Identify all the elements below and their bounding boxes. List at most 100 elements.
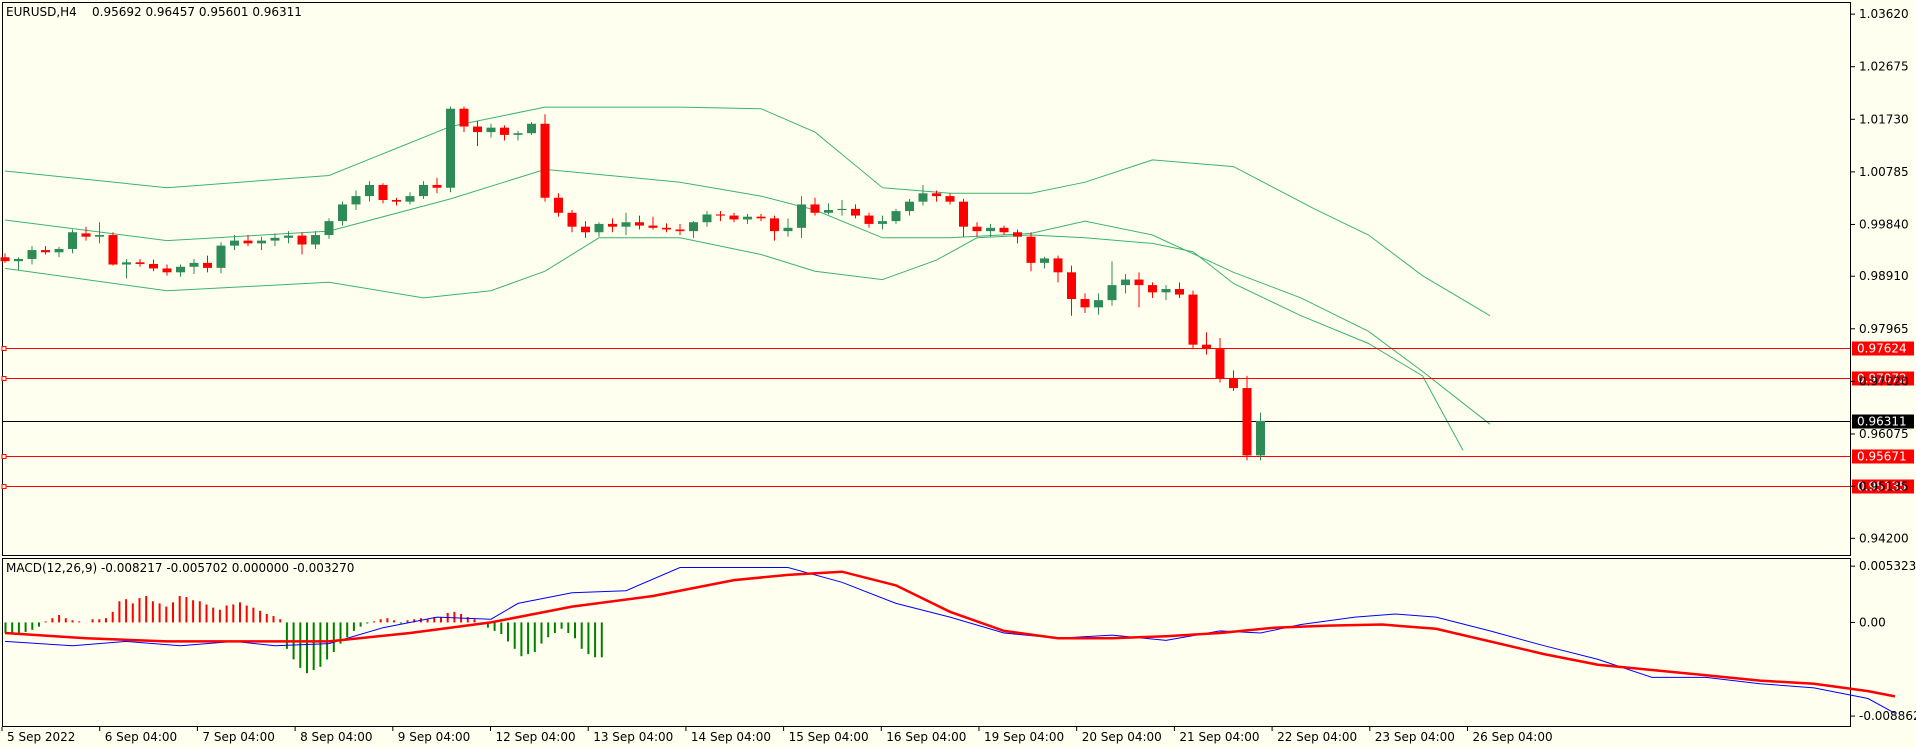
macd-panel[interactable] (2, 558, 1851, 727)
horizontal-levels[interactable]: 0.97624 0.97072 0.95671 0.95135 0.96311 (1, 341, 1914, 494)
candle (135, 258, 145, 267)
level-handle[interactable] (1, 484, 7, 489)
candle (459, 106, 469, 133)
candle-body (729, 215, 739, 220)
candle (1107, 261, 1117, 306)
candle-body (986, 227, 995, 232)
candle (1026, 232, 1036, 272)
level-price-label: 0.97072 (1857, 372, 1907, 386)
level-price-tag (1852, 371, 1914, 386)
candle (594, 222, 604, 237)
bollinger-lower-line (4, 234, 1464, 451)
candle-body (122, 262, 131, 265)
candle-body (1067, 272, 1076, 300)
level-handle[interactable] (1, 454, 7, 459)
candle (770, 215, 779, 241)
candle-body (311, 235, 320, 245)
candle (216, 242, 226, 274)
candle (432, 177, 442, 194)
price-tick-label: 1.03620 (1859, 7, 1909, 21)
candle (797, 196, 806, 238)
candle-body (0, 257, 10, 262)
candle-body (473, 126, 482, 133)
candle (446, 106, 455, 193)
candle (554, 193, 563, 217)
time-tick-label: 16 Sep 04:00 (886, 730, 966, 744)
candle-body (108, 235, 118, 265)
candle-body (608, 223, 617, 227)
candle (527, 122, 536, 135)
candle-body (324, 221, 334, 236)
candle-body (1040, 258, 1049, 263)
level-handle[interactable] (1, 346, 7, 351)
ohlc-readout: 0.95692 0.96457 0.95601 0.96311 (92, 5, 302, 19)
candle (878, 215, 887, 230)
candle-body (783, 227, 793, 232)
candle-body (149, 263, 158, 269)
candle (662, 223, 671, 233)
candle (608, 218, 617, 233)
candle (41, 246, 50, 255)
time-tick-label: 6 Sep 04:00 (105, 730, 177, 744)
candle (14, 257, 23, 271)
candle-body (1148, 285, 1157, 293)
candle (986, 223, 995, 237)
time-tick-label: 9 Sep 04:00 (398, 730, 470, 744)
candle-body (797, 204, 806, 228)
candle-body (459, 108, 469, 127)
candle-body (1229, 378, 1238, 389)
candle (1188, 290, 1198, 350)
candle (702, 211, 712, 227)
candle-body (1121, 279, 1130, 286)
macd-signal-line (4, 570, 1896, 698)
macd-axis: 0.005323 0.00 -0.008862 (1851, 559, 1916, 723)
candle-body (1215, 349, 1225, 379)
candle (716, 211, 725, 222)
candle-body (419, 184, 428, 197)
price-tick-label: 0.96075 (1859, 427, 1909, 441)
candle (959, 198, 968, 237)
candle (0, 253, 10, 263)
candle-body (216, 245, 226, 268)
level-price-tag (1852, 341, 1914, 356)
bollinger-bands (4, 106, 1491, 451)
level-price-label: 0.97624 (1857, 342, 1907, 356)
bollinger-upper-line (4, 106, 1491, 317)
candle (1202, 332, 1211, 355)
candle-body (392, 199, 401, 202)
level-handle[interactable] (1, 376, 7, 381)
price-tick-label: 0.98910 (1859, 269, 1909, 283)
candle (95, 222, 104, 244)
bollinger-middle-line (4, 168, 1491, 425)
price-panel[interactable] (2, 2, 1851, 556)
candle-body (257, 240, 266, 244)
price-tick-label: 0.94200 (1859, 531, 1909, 545)
macd-tick-label: -0.008862 (1859, 709, 1916, 723)
candle (1121, 273, 1130, 294)
current-price-label: 0.96311 (1857, 415, 1907, 429)
candle (689, 221, 698, 238)
candle-body (743, 216, 752, 220)
candle (189, 258, 199, 274)
candle-body (486, 127, 496, 133)
candle (338, 201, 347, 226)
candle (230, 235, 239, 251)
candle (891, 208, 901, 224)
candle (635, 215, 644, 230)
macd-tick-label: 0.00 (1859, 615, 1886, 629)
candle (1094, 293, 1103, 315)
candle-body (527, 123, 536, 134)
candle (365, 181, 374, 202)
candle-body (1161, 289, 1171, 293)
candle-body (27, 250, 37, 259)
price-tick-label: 1.02675 (1859, 60, 1909, 74)
candle-body (1134, 279, 1144, 286)
candle-body (891, 211, 901, 222)
time-tick-label: 13 Sep 04:00 (593, 730, 673, 744)
candle (284, 231, 293, 244)
candle-body (621, 222, 631, 227)
candle-body (203, 262, 212, 268)
candle (324, 218, 334, 239)
candle (567, 210, 577, 233)
